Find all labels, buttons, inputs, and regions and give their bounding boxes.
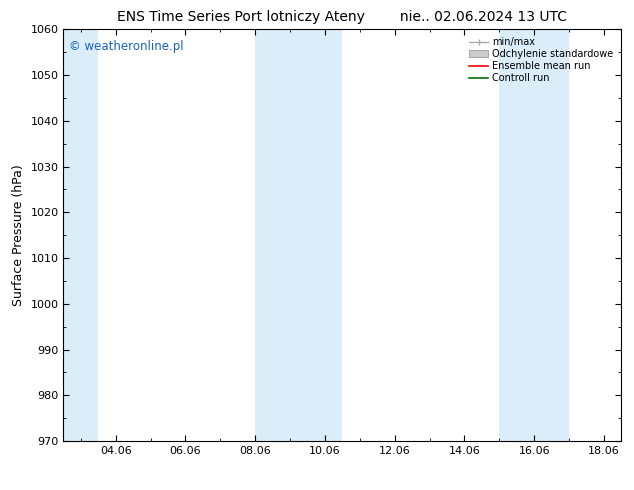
Text: © weatheronline.pl: © weatheronline.pl [69,40,184,53]
Y-axis label: Surface Pressure (hPa): Surface Pressure (hPa) [12,164,25,306]
Title: ENS Time Series Port lotniczy Ateny        nie.. 02.06.2024 13 UTC: ENS Time Series Port lotniczy Ateny nie.… [117,10,567,24]
Bar [63,29,98,441]
Bar [500,29,569,441]
Bar [255,29,342,441]
Legend: min/max, Odchylenie standardowe, Ensemble mean run, Controll run: min/max, Odchylenie standardowe, Ensembl… [466,34,616,86]
